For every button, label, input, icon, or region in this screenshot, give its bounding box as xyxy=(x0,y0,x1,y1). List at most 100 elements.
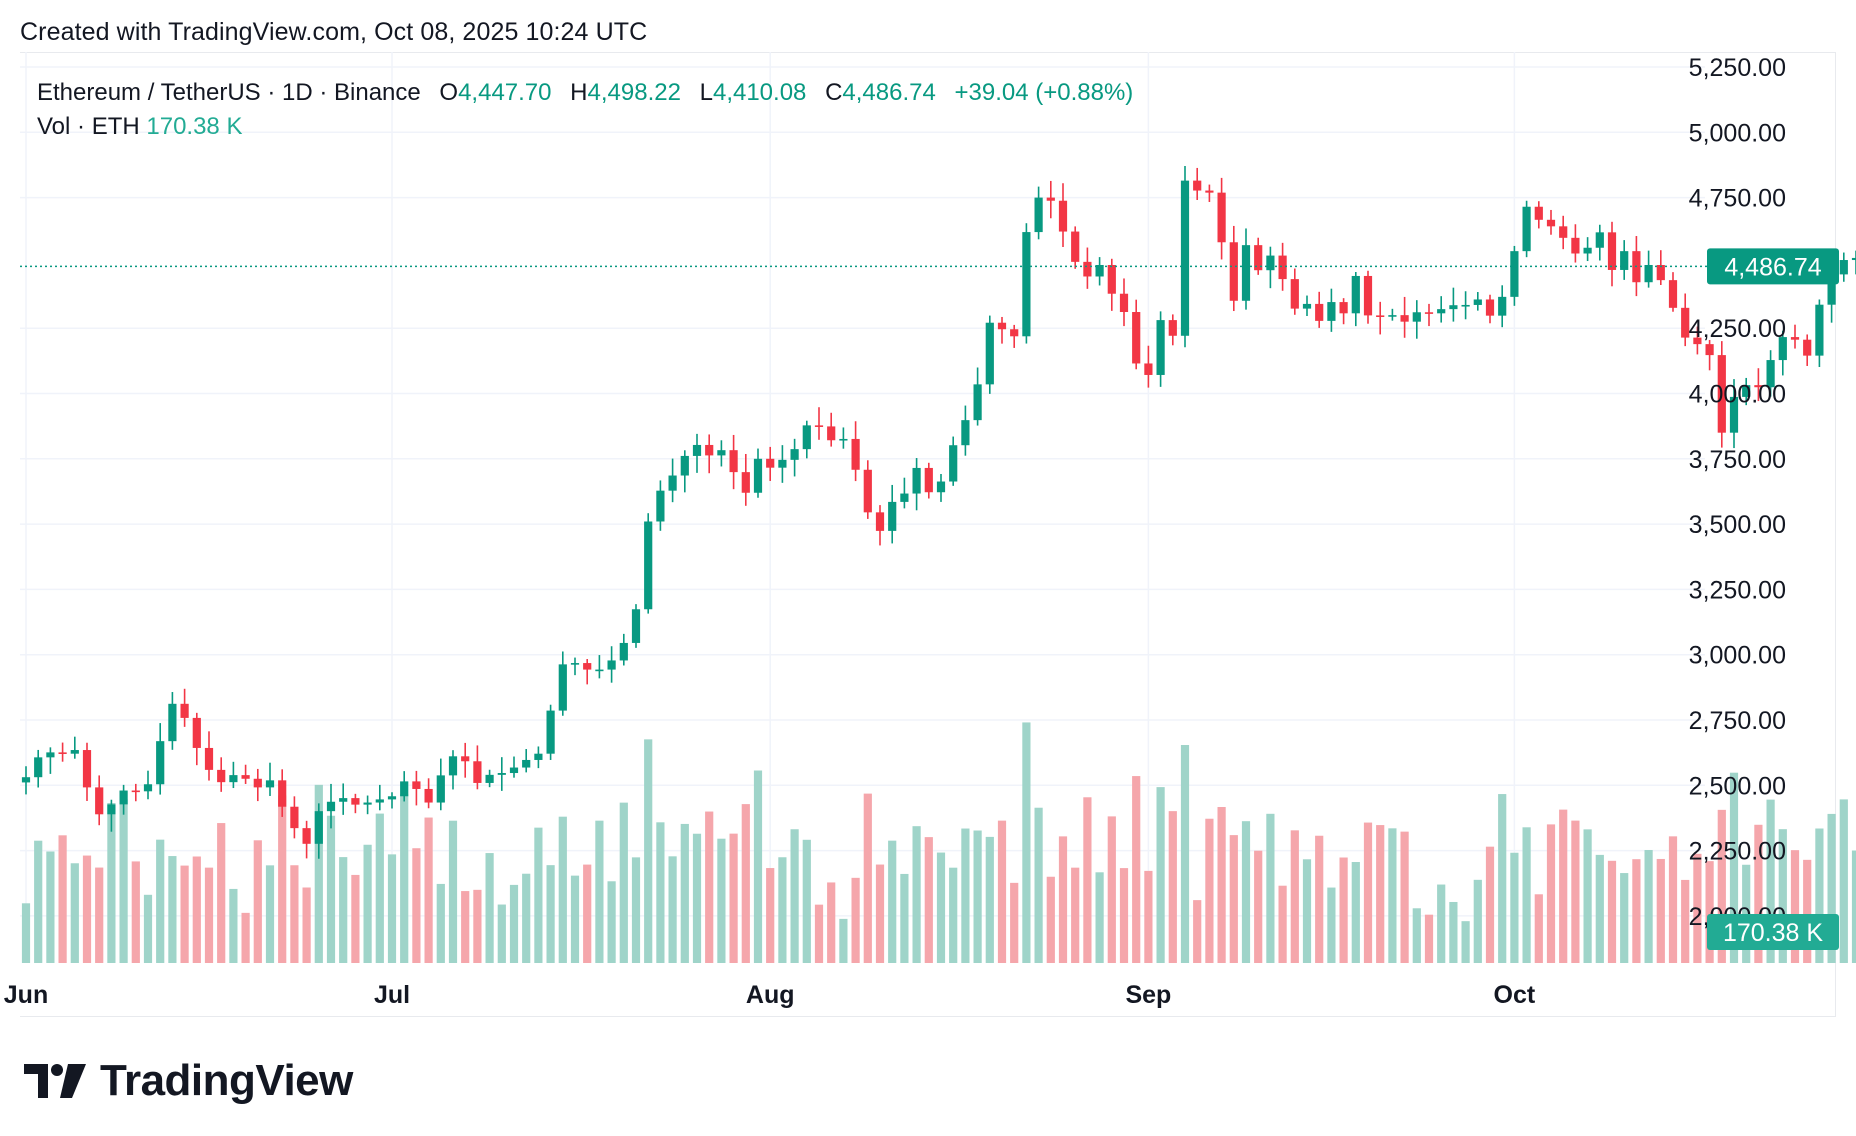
candle-body xyxy=(729,450,738,473)
volume-bar xyxy=(1266,813,1275,963)
candle-body xyxy=(1485,299,1495,316)
price-tick-label: 2,500.00 xyxy=(1689,772,1786,800)
candle-body xyxy=(644,521,653,610)
volume-bar xyxy=(351,874,360,963)
volume-bar xyxy=(375,813,384,963)
volume-bar xyxy=(1339,857,1348,963)
volume-bar xyxy=(1241,821,1251,963)
volume-bar xyxy=(888,840,897,963)
volume-bar xyxy=(1632,859,1641,963)
candle-body xyxy=(1546,219,1556,227)
volume-bar xyxy=(814,904,824,963)
volume-bar xyxy=(1278,885,1287,963)
volume-bar xyxy=(1144,870,1153,963)
volume-bar xyxy=(497,904,506,963)
candle-body xyxy=(1498,296,1507,316)
price-tick-label: 3,750.00 xyxy=(1689,446,1786,474)
volume-bar xyxy=(302,887,311,963)
candle-body xyxy=(1046,197,1055,201)
volume-label[interactable]: Vol · ETH xyxy=(37,113,140,140)
volume-bar xyxy=(1107,816,1116,963)
price-tick-label: 3,000.00 xyxy=(1689,642,1786,670)
candle-body xyxy=(949,445,958,482)
candle-body xyxy=(1290,279,1299,309)
price-tick-label: 5,000.00 xyxy=(1689,119,1786,147)
volume-bar xyxy=(1400,831,1409,963)
candle-body xyxy=(790,449,799,460)
volume-bar xyxy=(1083,797,1092,963)
tradingview-logo[interactable]: TradingView xyxy=(24,1056,353,1106)
volume-bar xyxy=(424,817,433,963)
candle-body xyxy=(143,784,153,792)
volume-bar xyxy=(766,868,775,963)
volume-bar xyxy=(1717,809,1726,963)
volume-histogram xyxy=(21,722,1856,963)
candle-body xyxy=(753,458,763,493)
candle-body xyxy=(1449,305,1458,310)
candle-body xyxy=(58,752,67,754)
volume-badge xyxy=(1707,914,1839,950)
volume-bar xyxy=(168,856,177,963)
candle-body xyxy=(1400,315,1409,322)
time-axis: Jun Jul Aug Sep Oct xyxy=(4,981,1536,1009)
volume-bar xyxy=(339,857,348,963)
volume-bar xyxy=(1168,811,1177,963)
volume-bar xyxy=(192,856,201,963)
volume-bar xyxy=(900,873,909,963)
open-value: 4,447.70 xyxy=(458,79,552,106)
volume-bar xyxy=(326,815,336,963)
price-tick-label: 4,250.00 xyxy=(1689,315,1786,343)
candle-body xyxy=(692,444,702,456)
candle-body xyxy=(1693,337,1702,345)
candle-body xyxy=(1851,257,1856,261)
time-tick-label: Jul xyxy=(374,981,410,1009)
candle-body xyxy=(1315,303,1324,321)
candle-body xyxy=(741,472,750,493)
volume-bar xyxy=(1010,882,1019,963)
volume-bar xyxy=(241,912,250,963)
volume-bar xyxy=(595,820,604,963)
volume-bar xyxy=(1217,807,1226,963)
volume-bar xyxy=(1705,861,1714,963)
volume-bar xyxy=(985,836,994,963)
candle-body xyxy=(900,493,909,502)
candle-body xyxy=(217,769,226,783)
candle-body xyxy=(424,788,433,803)
high-label: H xyxy=(570,79,588,106)
volume-bar xyxy=(34,840,43,963)
candle-body xyxy=(863,469,872,513)
candle-body xyxy=(1742,385,1751,397)
volume-bar xyxy=(619,802,628,963)
candle-body xyxy=(1180,180,1190,336)
candle-body xyxy=(1766,360,1775,388)
candle-body xyxy=(997,322,1007,330)
volume-bar xyxy=(1851,850,1856,963)
volume-bar xyxy=(680,823,689,963)
volume-bar xyxy=(1095,872,1104,963)
candle-body xyxy=(497,773,506,775)
candle-body xyxy=(1790,337,1800,340)
volume-bar xyxy=(1180,745,1190,963)
volume-bar xyxy=(107,803,116,963)
candle-body xyxy=(680,455,689,476)
volume-bar xyxy=(473,889,482,963)
volume-bar xyxy=(156,839,165,963)
candle-body xyxy=(253,778,262,788)
volume-bar xyxy=(1437,884,1446,963)
volume-bar xyxy=(265,865,275,963)
candle-body xyxy=(1412,312,1421,322)
volume-bar xyxy=(1363,822,1373,963)
volume-bar xyxy=(1119,868,1129,963)
candle-body xyxy=(827,426,836,441)
volume-legend: Vol · ETH 170.38 K xyxy=(37,110,242,144)
candle-body xyxy=(229,775,238,783)
volume-bar xyxy=(436,883,445,963)
close-value: 4,486.74 xyxy=(842,79,936,106)
candle-body xyxy=(119,790,128,805)
volume-bar xyxy=(583,864,592,963)
symbol-name[interactable]: Ethereum / TetherUS · 1D · Binance xyxy=(37,79,421,106)
volume-bar xyxy=(570,875,580,963)
volume-bar xyxy=(1742,864,1751,963)
price-tick-label: 3,250.00 xyxy=(1689,576,1786,604)
